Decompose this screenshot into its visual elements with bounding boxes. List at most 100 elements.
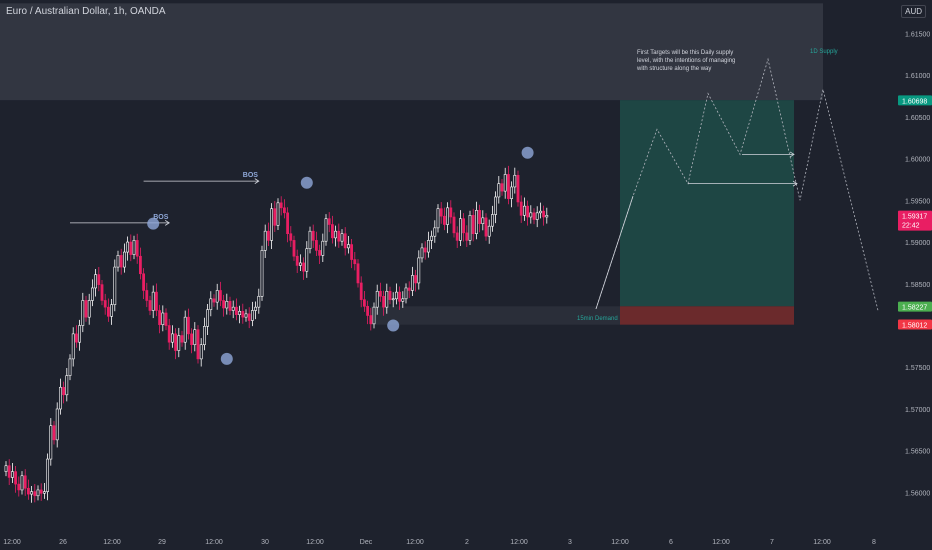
candle-down (449, 207, 453, 218)
time-axis-bg (0, 530, 894, 550)
candle-up (11, 471, 14, 478)
candle-down (97, 274, 101, 285)
price-badge (898, 210, 932, 231)
zones-layer (0, 3, 823, 325)
bos-arrowhead (254, 178, 260, 184)
candle-down (75, 333, 78, 343)
price-badge (898, 95, 932, 106)
bos-arrowhead (164, 220, 170, 226)
candle-down (145, 290, 149, 301)
candle-up (58, 386, 62, 410)
candle-down (327, 218, 331, 225)
target-arrowhead (792, 180, 798, 187)
candle-up (126, 241, 130, 253)
candle-down (356, 263, 360, 284)
price-tick-label: 1.56000 (905, 490, 930, 497)
price-badge-label: 1.59317 (902, 214, 927, 221)
candle-up (490, 214, 494, 227)
candle-up (55, 408, 59, 441)
candle-up (30, 491, 34, 495)
candle-up (42, 491, 46, 494)
candle-up (436, 208, 440, 229)
time-tick-label: 12:00 (103, 539, 121, 546)
candle-up (308, 230, 312, 250)
candles-layer (4, 165, 549, 503)
candle-down (52, 425, 56, 441)
candle-down (292, 240, 296, 257)
candle-up (385, 290, 389, 308)
time-tick-label: 6 (669, 539, 673, 546)
candle-up (270, 208, 274, 241)
candle-down (100, 284, 104, 301)
candle-down (167, 325, 171, 343)
candle-up (94, 274, 98, 289)
candle-down (282, 207, 286, 214)
demand-zone (370, 306, 620, 325)
price-badge-label: 1.58012 (902, 323, 927, 330)
time-axis[interactable]: 12:00 26 12:00 29 12:00 30 12:00 Dec 12:00 2 12:00… (0, 530, 894, 550)
candle-down (241, 311, 245, 318)
candle-down (187, 316, 190, 335)
price-tick-label: 1.57000 (905, 407, 930, 414)
candle-down (350, 244, 354, 260)
candle-up (209, 298, 213, 310)
candle-up (494, 196, 498, 215)
price-tick-label: 1.60500 (905, 115, 930, 122)
currency-badge[interactable]: AUD (901, 5, 926, 18)
swing-marker (521, 146, 534, 159)
candle-down (219, 290, 222, 301)
candle-up (394, 291, 398, 300)
candle-up (123, 251, 126, 268)
candle-up (340, 233, 344, 242)
candle-down (103, 300, 107, 308)
candle-up (132, 240, 136, 255)
candle-down (119, 255, 123, 268)
candle-down (542, 210, 546, 218)
candle-up (36, 489, 40, 497)
candle-up (346, 244, 350, 249)
candle-up (426, 240, 430, 253)
entry-arrow (595, 196, 634, 309)
time-tick-label: 12:00 (611, 539, 629, 546)
price-tick-label: 1.59000 (905, 240, 930, 247)
time-tick-label: 12:00 (205, 539, 223, 546)
candle-down (148, 300, 152, 311)
price-axis[interactable]: 1.61500 1.61000 1.60500 1.60000 1.59500 1.590… (894, 0, 932, 550)
candle-down (295, 255, 299, 266)
time-tick-label: 26 (59, 539, 67, 546)
candle-up (116, 255, 120, 268)
candle-up (510, 186, 514, 199)
candle-down (478, 210, 482, 224)
candle-down (500, 183, 504, 192)
candle-up (446, 207, 450, 225)
candle-up (251, 310, 254, 321)
supply-zone (0, 3, 823, 101)
time-tick-label: 12:00 (712, 539, 730, 546)
candle-up (78, 325, 82, 343)
candle-down (314, 240, 318, 251)
candle-up (244, 313, 248, 318)
candle-up (538, 210, 542, 214)
candle-down (286, 212, 290, 235)
time-tick-label: 12:00 (813, 539, 831, 546)
candle-up (177, 335, 181, 351)
candle-down (465, 232, 469, 241)
candle-down (247, 313, 251, 321)
time-tick-label: 12:00 (510, 539, 528, 546)
swing-marker (220, 352, 233, 365)
candle-down (407, 287, 411, 291)
candle-up (481, 217, 485, 224)
candle-up (334, 230, 338, 239)
candle-down (135, 240, 139, 257)
candle-down (33, 491, 37, 497)
candle-down (369, 315, 373, 325)
time-tick-label: 2 (465, 539, 469, 546)
candle-down (279, 202, 283, 209)
candle-down (337, 230, 341, 242)
candle-up (404, 287, 408, 300)
candle-down (84, 300, 88, 318)
candle-up (417, 257, 421, 284)
candle-up (375, 290, 379, 308)
